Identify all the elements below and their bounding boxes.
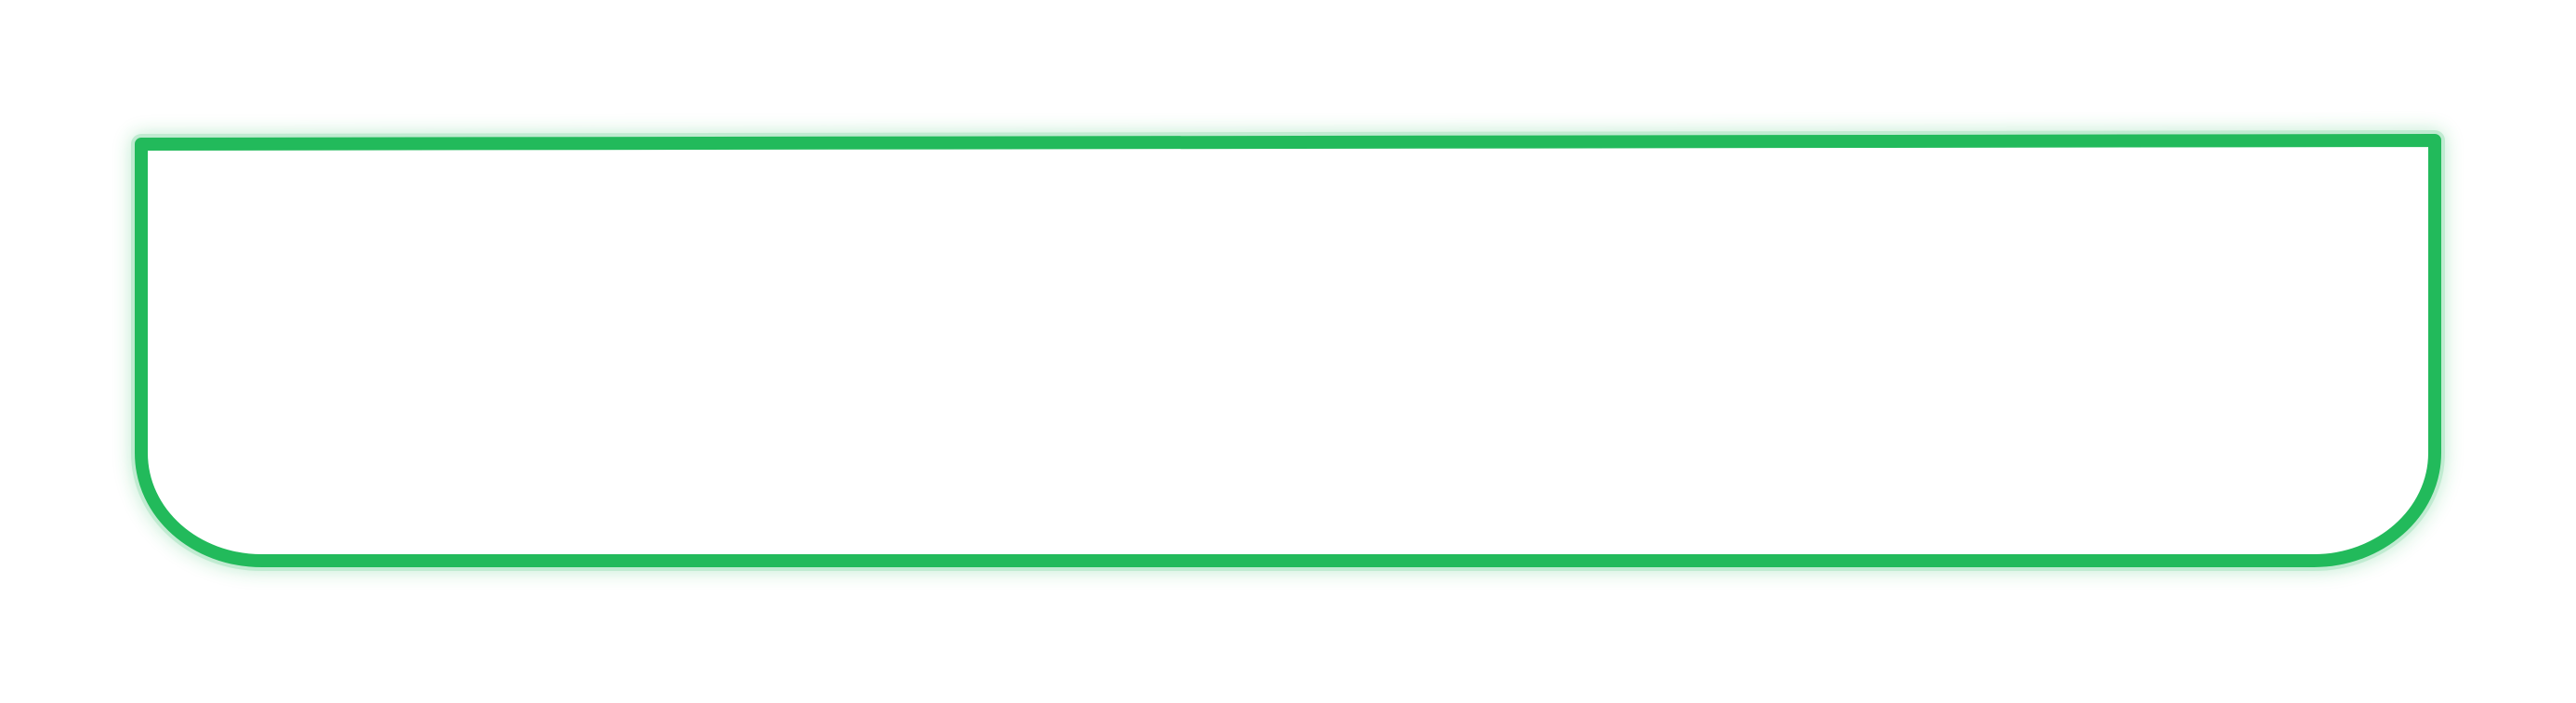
frame-outline: [135, 134, 2441, 567]
